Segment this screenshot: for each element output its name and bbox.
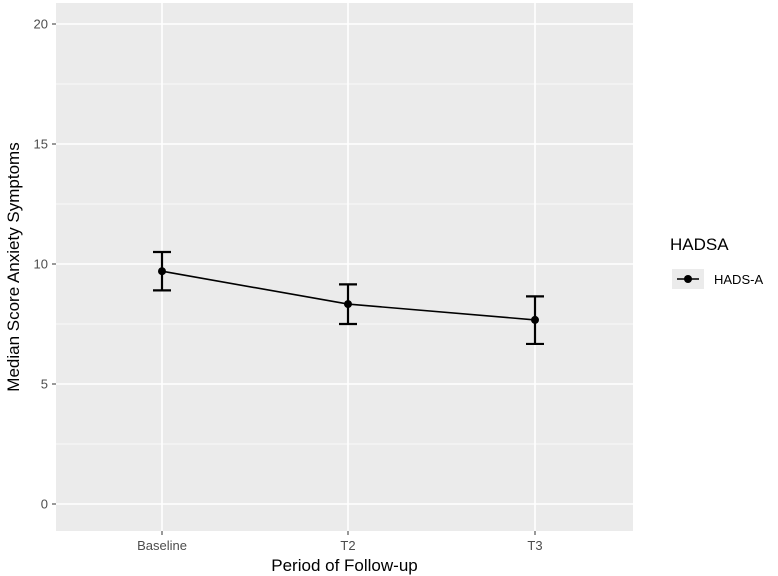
data-point [158, 267, 166, 276]
x-axis-title: Period of Follow-up [271, 556, 417, 575]
series-layer [153, 250, 544, 346]
legend-key [672, 269, 704, 289]
data-point [344, 300, 352, 309]
x-axis: Baseline T2 T3 [137, 531, 543, 553]
major-grid [56, 3, 633, 531]
x-tick-label: T2 [340, 538, 355, 553]
y-tick-label: 5 [41, 377, 48, 392]
minor-grid [56, 83, 633, 445]
x-tick-label: Baseline [137, 538, 187, 553]
x-tick-label: T3 [527, 538, 542, 553]
data-point [531, 315, 539, 324]
y-tick-label: 20 [34, 17, 48, 32]
legend-title: HADSA [670, 235, 729, 254]
legend: HADSA HADS-A [670, 235, 763, 289]
legend-key-point [684, 275, 692, 283]
y-tick-label: 15 [34, 137, 48, 152]
y-tick-label: 10 [34, 257, 48, 272]
y-tick-label: 0 [41, 497, 48, 512]
y-axis: 0 5 10 15 20 [34, 17, 56, 512]
legend-label-hads-a: HADS-A [714, 272, 763, 287]
plot-panel [56, 3, 633, 531]
y-axis-title: Median Score Anxiety Symptoms [4, 142, 23, 391]
